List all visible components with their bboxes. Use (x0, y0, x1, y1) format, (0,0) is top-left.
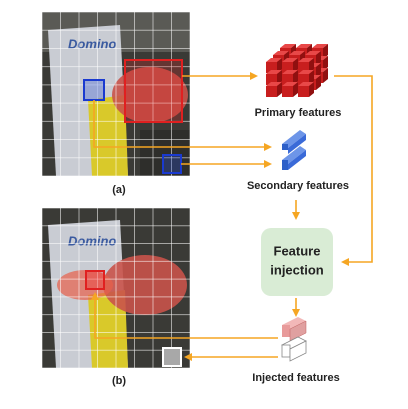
cube-front (282, 74, 293, 85)
arrows (91, 72, 373, 361)
cube-side (277, 82, 282, 97)
feature-label: Secondary features (247, 180, 349, 192)
cube-side (309, 82, 314, 97)
cube-side (277, 58, 282, 73)
cube-top (266, 70, 282, 74)
cube-top (298, 70, 314, 74)
cube-top (282, 82, 298, 86)
cube-top (280, 44, 296, 48)
cube-front (282, 62, 293, 73)
cube-side (293, 70, 298, 85)
cube-top (266, 82, 282, 86)
grid (41, 11, 191, 177)
injection-label: Feature (274, 243, 321, 258)
feature-label: Injected features (252, 372, 339, 384)
cube-front (298, 62, 309, 73)
cube-front (282, 86, 293, 97)
primary-features-icon (266, 44, 328, 97)
feature-label: Primary features (255, 107, 342, 119)
svg-text:Domino: Domino (68, 233, 116, 248)
cube-side (323, 56, 328, 71)
secondary-features-icon (282, 130, 306, 170)
injected-features-icon (281, 317, 307, 362)
injection-label: injection (270, 262, 324, 277)
cube-top (298, 82, 314, 86)
cube-front (298, 74, 309, 85)
cube-front (266, 74, 277, 85)
cube-side (309, 70, 314, 85)
cube-top (296, 44, 312, 48)
cube-top (289, 51, 305, 55)
cube-top (305, 51, 321, 55)
cube-top (282, 70, 298, 74)
cube-top (298, 58, 314, 62)
cube-side (316, 63, 321, 78)
cube-side (293, 82, 298, 97)
cube-side (309, 58, 314, 73)
panel-label: (a) (112, 184, 126, 196)
panel-label: (b) (112, 375, 126, 387)
cube-side (293, 58, 298, 73)
cube-top (266, 58, 282, 62)
injection-box (261, 228, 333, 296)
cube-side (277, 70, 282, 85)
cube-top (273, 51, 289, 55)
cube-top (312, 44, 328, 48)
cube-side (316, 51, 321, 66)
svg-text:Domino: Domino (68, 36, 116, 51)
cube-top (282, 58, 298, 62)
cube-front (266, 62, 277, 73)
cube-side (323, 68, 328, 83)
cube-front (298, 86, 309, 97)
cube-side (316, 75, 321, 90)
cube-front (266, 86, 277, 97)
cube-side (323, 44, 328, 59)
